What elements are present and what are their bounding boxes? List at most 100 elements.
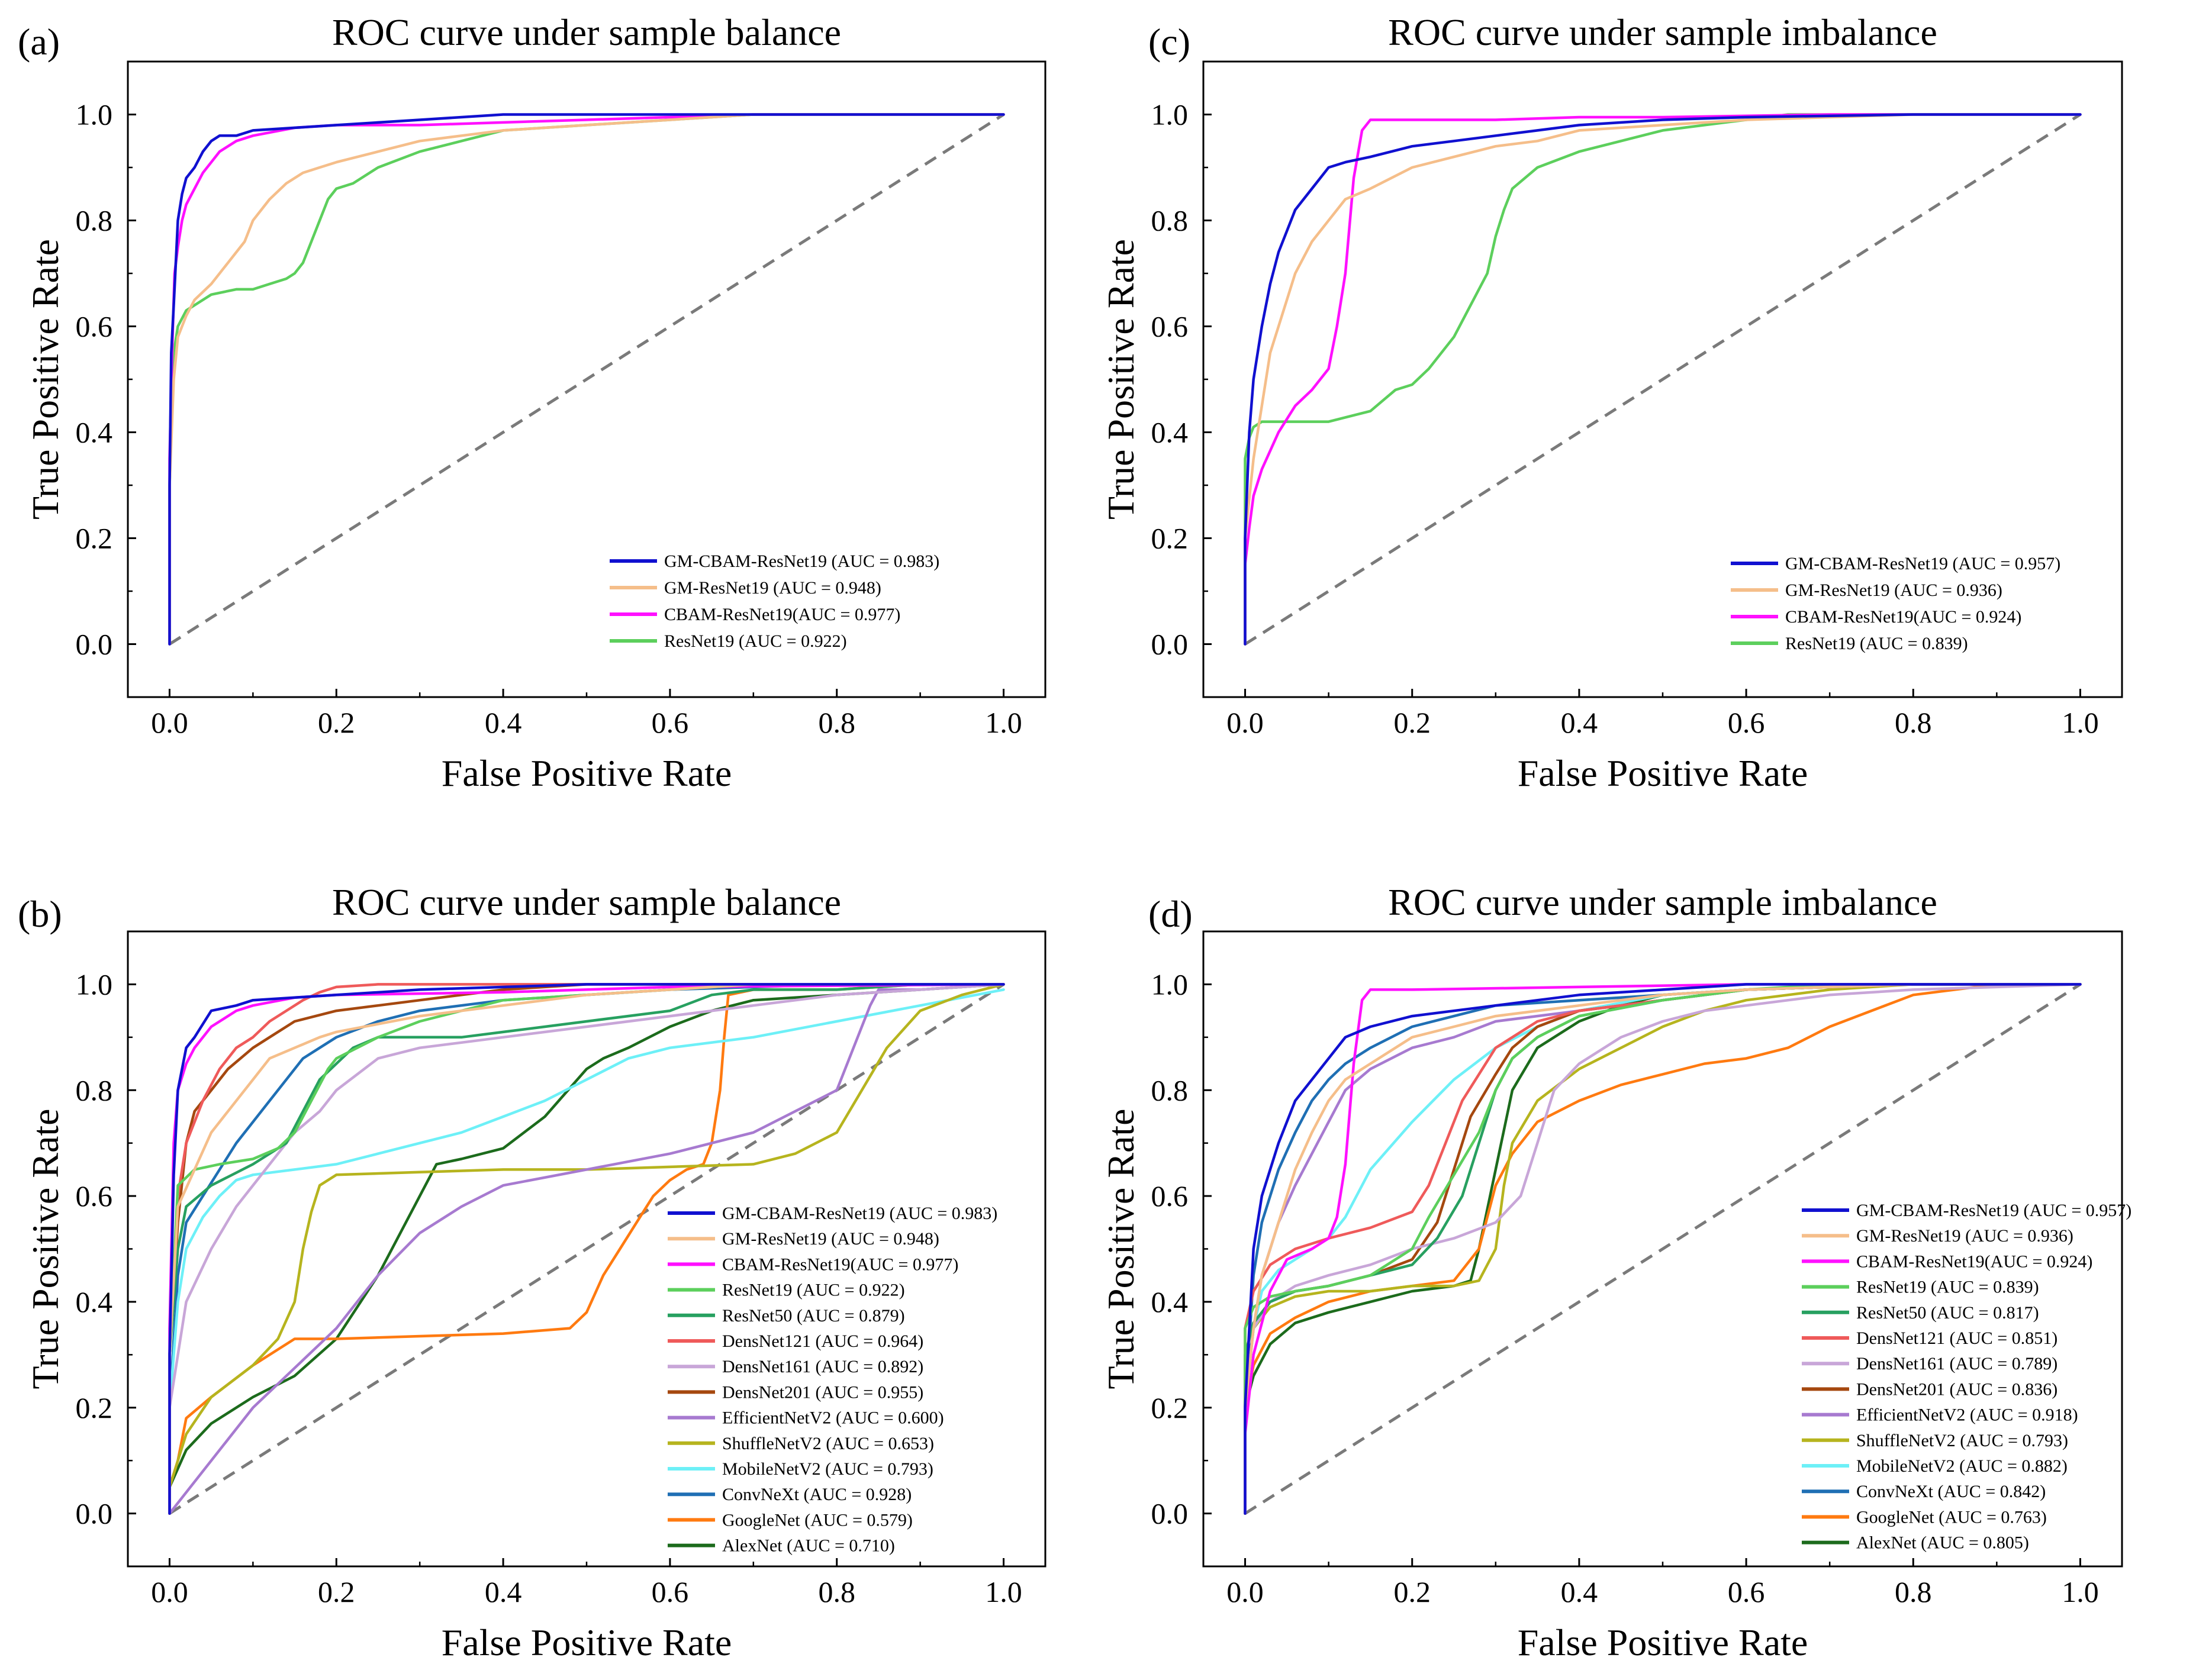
x-tick-label: 0.8 <box>818 706 855 739</box>
legend-label: DensNet161 (AUC = 0.892) <box>722 1357 923 1376</box>
x-tick-label: 0.4 <box>485 1575 522 1608</box>
x-tick-label: 0.6 <box>652 706 689 739</box>
legend-label: GM-ResNet19 (AUC = 0.948) <box>664 578 881 598</box>
roc-curve-1 <box>1244 113 2082 646</box>
x-tick-label: 0.4 <box>1561 1575 1598 1608</box>
x-axis-label: False Positive Rate <box>1518 1621 1808 1663</box>
legend-label: ResNet50 (AUC = 0.879) <box>722 1306 905 1326</box>
x-tick-label: 0.4 <box>1561 706 1598 739</box>
legend-label: GM-CBAM-ResNet19 (AUC = 0.983) <box>722 1204 997 1223</box>
chart-title: ROC curve under sample balance <box>332 881 841 923</box>
roc-curve-14 <box>168 983 1005 1515</box>
roc-curve-3 <box>1244 983 2082 1515</box>
y-tick-label: 0.2 <box>1151 1391 1189 1424</box>
y-tick-label: 0.8 <box>76 204 113 237</box>
legend: GM-CBAM-ResNet19 (AUC = 0.983) GM-ResNet1… <box>668 1204 997 1556</box>
legend-label: AlexNet (AUC = 0.805) <box>1856 1533 2029 1553</box>
legend-label: DensNet201 (AUC = 0.836) <box>1856 1379 2057 1399</box>
legend-label: DensNet161 (AUC = 0.789) <box>1856 1354 2057 1373</box>
plot-frame <box>127 60 1047 698</box>
legend-label: ResNet19 (AUC = 0.839) <box>1856 1278 2039 1297</box>
roc-curve-2 <box>168 113 1005 646</box>
y-tick-label: 0.8 <box>1151 204 1189 237</box>
x-axis-label: False Positive Rate <box>442 1621 732 1663</box>
y-tick-label: 0.0 <box>76 1497 113 1530</box>
legend-label: ResNet19 (AUC = 0.922) <box>722 1281 905 1300</box>
legend: GM-CBAM-ResNet19 (AUC = 0.957) GM-ResNet1… <box>1731 554 2060 653</box>
y-tick-label: 0.6 <box>1151 1179 1189 1213</box>
legend-label: ResNet50 (AUC = 0.817) <box>1856 1303 2039 1323</box>
legend-label: CBAM-ResNet19(AUC = 0.977) <box>664 605 900 624</box>
legend-label: AlexNet (AUC = 0.710) <box>722 1536 895 1556</box>
roc-curve-1 <box>168 983 1005 1515</box>
y-tick-label: 0.0 <box>1151 1497 1189 1530</box>
legend-label: GoogleNet (AUC = 0.763) <box>1856 1507 2047 1527</box>
y-tick-label: 1.0 <box>1151 98 1189 131</box>
legend-label: ConvNeXt (AUC = 0.928) <box>722 1485 912 1504</box>
roc-curve-13 <box>1244 983 2082 1515</box>
legend-label: ConvNeXt (AUC = 0.842) <box>1856 1482 2046 1501</box>
legend-label: EfficientNetV2 (AUC = 0.918) <box>1856 1405 2078 1425</box>
plot-frame <box>1202 930 2123 1568</box>
legend-label: ResNet19 (AUC = 0.922) <box>664 631 847 651</box>
y-tick-label: 1.0 <box>1151 968 1189 1001</box>
legend-label: GM-ResNet19 (AUC = 0.936) <box>1856 1226 2073 1246</box>
chart-title: ROC curve under sample imbalance <box>1388 881 1937 923</box>
legend-label: MobileNetV2 (AUC = 0.793) <box>722 1459 933 1479</box>
x-tick-label: 0.0 <box>1226 706 1264 739</box>
legend-label: DensNet121 (AUC = 0.964) <box>722 1331 923 1351</box>
y-tick-label: 0.6 <box>1151 310 1189 343</box>
plot-area <box>168 983 1005 1515</box>
x-tick-label: 0.0 <box>151 1575 188 1608</box>
legend-label: CBAM-ResNet19(AUC = 0.977) <box>722 1255 958 1274</box>
x-axis-label: False Positive Rate <box>1518 752 1808 794</box>
x-tick-label: 1.0 <box>985 706 1022 739</box>
legend-label: CBAM-ResNet19(AUC = 0.924) <box>1785 607 2021 627</box>
y-tick-label: 0.8 <box>76 1073 113 1107</box>
panel-tag: (b) <box>18 893 62 935</box>
legend-label: CBAM-ResNet19(AUC = 0.924) <box>1856 1252 2092 1271</box>
x-tick-label: 1.0 <box>2062 706 2099 739</box>
x-tick-label: 0.6 <box>652 1575 689 1608</box>
plot-area <box>168 113 1005 646</box>
panel-tag: (c) <box>1148 21 1190 63</box>
roc-curve-3 <box>1244 113 2082 646</box>
legend-label: ShuffleNetV2 (AUC = 0.653) <box>722 1434 934 1453</box>
legend-label: GM-ResNet19 (AUC = 0.936) <box>1785 581 2002 600</box>
legend-label: ResNet19 (AUC = 0.839) <box>1785 634 1968 653</box>
y-tick-label: 0.4 <box>76 1285 113 1318</box>
roc-curve-10 <box>168 983 1005 1515</box>
roc-curve-2 <box>1244 983 2082 1515</box>
y-tick-label: 0.6 <box>76 310 113 343</box>
legend-label: EfficientNetV2 (AUC = 0.600) <box>722 1408 944 1428</box>
x-tick-label: 0.2 <box>1393 1575 1431 1608</box>
x-tick-label: 1.0 <box>2062 1575 2099 1608</box>
plot-area <box>1244 113 2082 646</box>
y-tick-label: 0.4 <box>76 416 113 449</box>
y-tick-label: 1.0 <box>76 98 113 131</box>
y-tick-label: 0.2 <box>76 522 113 555</box>
y-tick-label: 0.0 <box>1151 628 1189 661</box>
plot-frame <box>127 930 1047 1568</box>
panel-d: (d) ROC curve under sample imbalance 0.0 0.… <box>1100 881 2131 1663</box>
y-tick-label: 0.8 <box>1151 1073 1189 1107</box>
y-tick-label: 0.6 <box>76 1179 113 1213</box>
roc-curve-11 <box>168 988 1005 1515</box>
legend-label: GM-ResNet19 (AUC = 0.948) <box>722 1229 939 1249</box>
legend-label: GM-CBAM-ResNet19 (AUC = 0.957) <box>1856 1201 2131 1220</box>
x-tick-label: 0.8 <box>818 1575 855 1608</box>
x-tick-label: 0.0 <box>1226 1575 1264 1608</box>
y-tick-label: 0.0 <box>76 628 113 661</box>
chart-title: ROC curve under sample balance <box>332 11 841 53</box>
chart-title: ROC curve under sample imbalance <box>1388 11 1937 53</box>
roc-curve-1 <box>1244 983 2082 1515</box>
roc-curve-2 <box>168 983 1005 1515</box>
panel-c: (c) ROC curve under sample imbalance 0.0 0.… <box>1100 11 2123 794</box>
plot-frame <box>1202 60 2123 698</box>
legend-label: ShuffleNetV2 (AUC = 0.793) <box>1856 1431 2068 1450</box>
roc-curve-2 <box>1244 113 2082 646</box>
legend: GM-CBAM-ResNet19 (AUC = 0.983) GM-ResNet1… <box>610 552 939 651</box>
x-tick-label: 0.2 <box>1393 706 1431 739</box>
panel-a: (a) ROC curve under sample balance 0.0 0.0 0… <box>18 11 1047 794</box>
